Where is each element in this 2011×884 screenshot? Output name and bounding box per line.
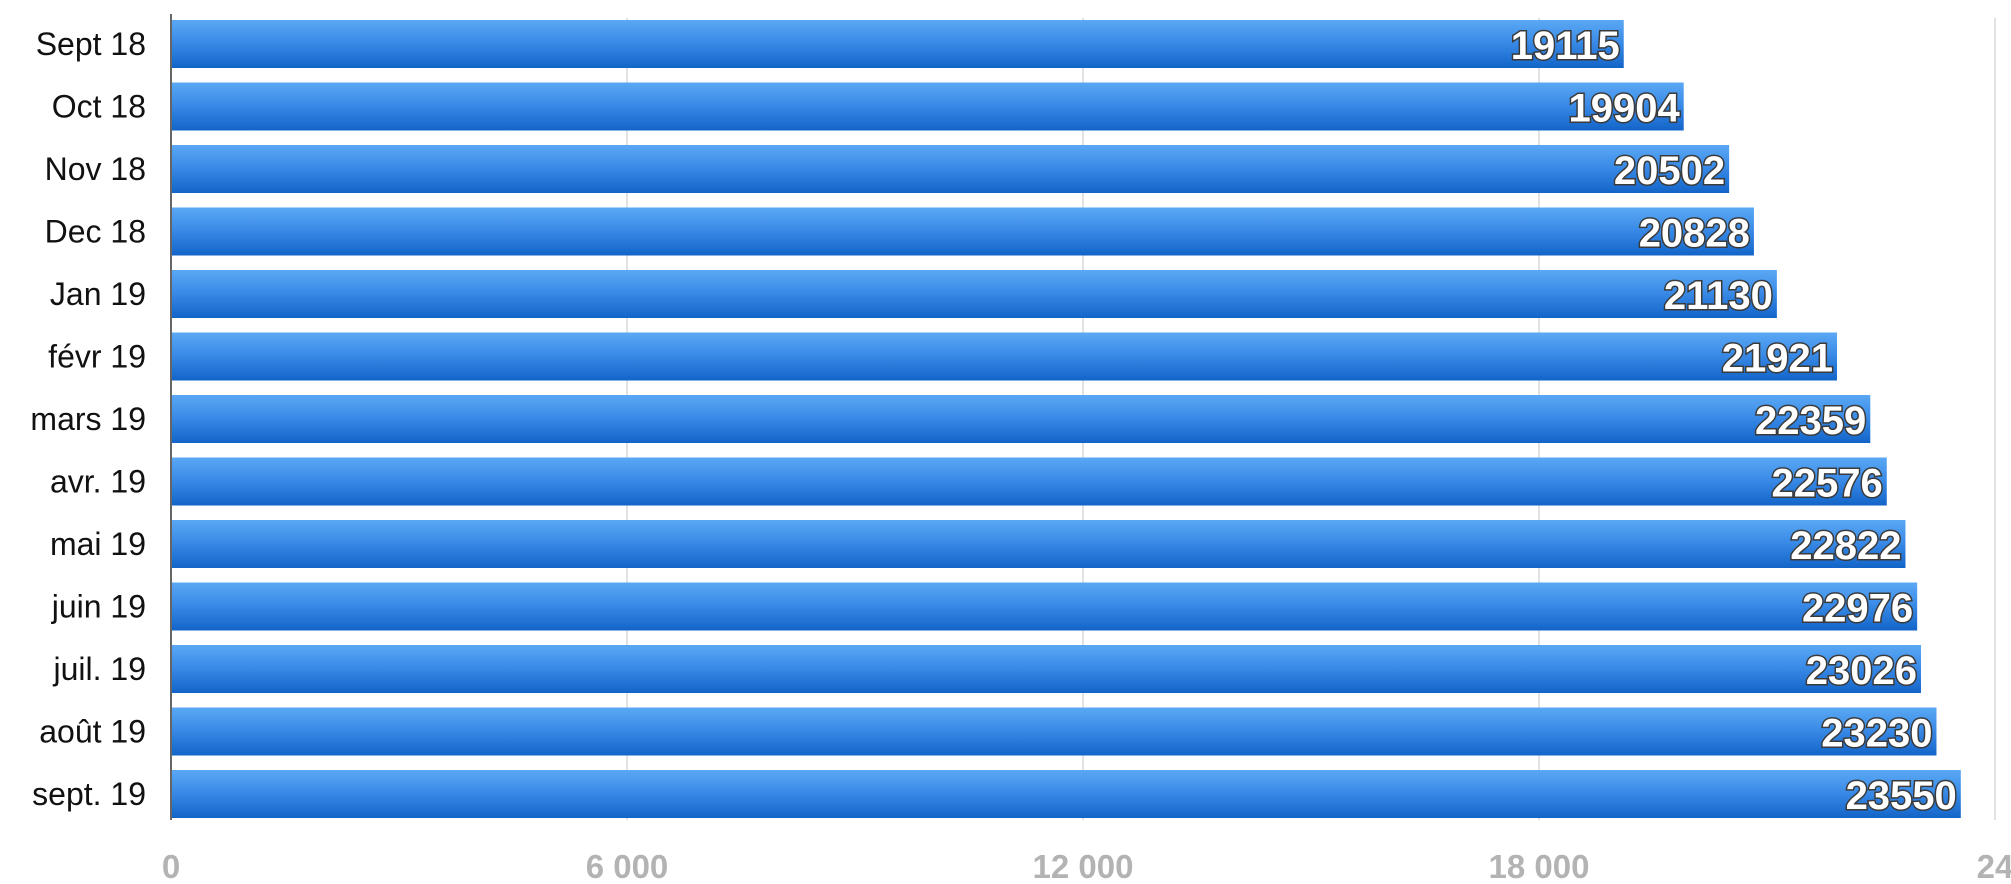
category-label: avr. 19 xyxy=(50,464,146,500)
bar xyxy=(172,145,1730,193)
category-label: mars 19 xyxy=(30,401,146,437)
bar xyxy=(172,520,1906,568)
bars xyxy=(172,20,1961,818)
category-label: févr 19 xyxy=(48,339,146,375)
x-tick-label: 6 000 xyxy=(586,848,669,884)
category-label: Jan 19 xyxy=(50,276,146,312)
bar xyxy=(172,582,1918,631)
category-label: Oct 18 xyxy=(52,89,146,125)
value-label: 22576 xyxy=(1772,462,1883,506)
value-label: 23550 xyxy=(1846,774,1957,818)
value-label: 22359 xyxy=(1755,399,1866,443)
bar xyxy=(172,770,1961,818)
value-label: 21130 xyxy=(1664,274,1773,318)
value-label: 19904 xyxy=(1568,87,1680,131)
bar xyxy=(172,332,1837,381)
bar xyxy=(172,82,1684,131)
category-label: Dec 18 xyxy=(45,214,146,250)
value-label: 22822 xyxy=(1790,524,1901,568)
bar xyxy=(172,207,1754,256)
category-label: Nov 18 xyxy=(45,151,146,187)
x-tick-label: 24 xyxy=(1977,848,2011,884)
bar xyxy=(172,270,1777,318)
value-label: 20828 xyxy=(1639,212,1750,256)
labels: 0 6 000 12 000 18 000 24 Sept 18 19115 Oct 18 19… xyxy=(30,23,2011,884)
category-label: sept. 19 xyxy=(32,776,146,812)
value-label: 23026 xyxy=(1806,649,1917,693)
bar xyxy=(172,707,1937,756)
bar xyxy=(172,645,1921,693)
category-label: mai 19 xyxy=(50,526,146,562)
x-tick-label: 12 000 xyxy=(1033,848,1134,884)
value-label: 20502 xyxy=(1614,149,1725,193)
x-tick-label: 18 000 xyxy=(1489,848,1590,884)
bar xyxy=(172,20,1624,68)
bar xyxy=(172,395,1871,443)
category-label: Sept 18 xyxy=(36,26,146,62)
category-label: juil. 19 xyxy=(53,651,147,687)
value-label: 22976 xyxy=(1802,587,1913,631)
value-label: 23230 xyxy=(1821,712,1932,756)
value-label: 19115 xyxy=(1511,24,1620,68)
x-tick-label: 0 xyxy=(162,848,180,884)
category-label: juin 19 xyxy=(51,589,146,625)
category-label: août 19 xyxy=(39,714,146,750)
bar xyxy=(172,457,1887,506)
value-label: 21921 xyxy=(1722,337,1833,381)
